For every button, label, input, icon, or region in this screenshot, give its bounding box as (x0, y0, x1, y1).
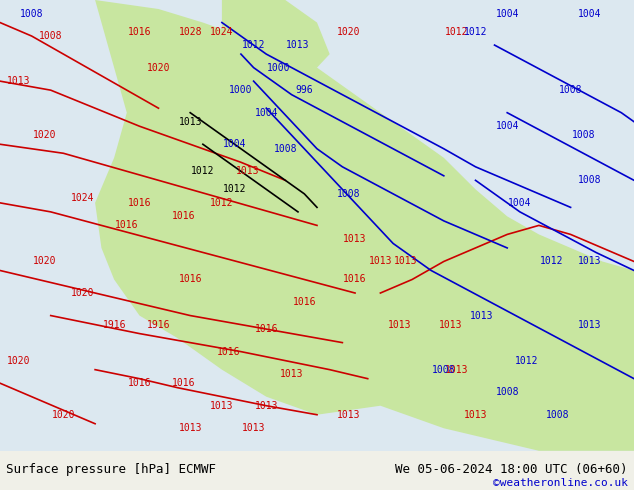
Text: 1013: 1013 (286, 40, 310, 50)
Text: 1013: 1013 (178, 117, 202, 127)
Text: 1016: 1016 (178, 274, 202, 285)
Text: 1012: 1012 (463, 26, 488, 37)
Text: 1020: 1020 (32, 256, 56, 267)
Text: 1013: 1013 (444, 365, 469, 375)
Text: 1013: 1013 (235, 166, 259, 176)
Text: 1016: 1016 (172, 378, 196, 388)
Text: 1916: 1916 (146, 319, 171, 330)
Text: 1013: 1013 (463, 410, 488, 420)
Text: 1012: 1012 (223, 184, 247, 195)
Text: 1016: 1016 (292, 297, 316, 307)
Text: 1013: 1013 (343, 234, 367, 244)
Text: 1916: 1916 (102, 319, 126, 330)
Text: 1004: 1004 (508, 198, 532, 208)
Text: 1020: 1020 (337, 26, 361, 37)
Text: 1012: 1012 (191, 166, 215, 176)
Text: 1012: 1012 (242, 40, 266, 50)
Polygon shape (127, 81, 171, 126)
Text: 1013: 1013 (470, 311, 494, 320)
Text: 1016: 1016 (254, 324, 278, 334)
Text: 1016: 1016 (172, 211, 196, 221)
Text: 1013: 1013 (337, 410, 361, 420)
Text: 1016: 1016 (216, 346, 240, 357)
Text: 1020: 1020 (146, 63, 171, 73)
Text: 1013: 1013 (387, 319, 411, 330)
Text: 1013: 1013 (210, 401, 234, 411)
Text: 1008: 1008 (546, 410, 570, 420)
Text: 996: 996 (295, 85, 313, 95)
Text: Surface pressure [hPa] ECMWF: Surface pressure [hPa] ECMWF (6, 463, 216, 476)
Text: 1008: 1008 (559, 85, 583, 95)
Text: 1020: 1020 (32, 130, 56, 140)
Text: 1004: 1004 (578, 8, 602, 19)
Text: ©weatheronline.co.uk: ©weatheronline.co.uk (493, 478, 628, 488)
Text: 1000: 1000 (267, 63, 291, 73)
Text: 1008: 1008 (571, 130, 595, 140)
Text: 1013: 1013 (394, 256, 418, 267)
Text: 1028: 1028 (178, 26, 202, 37)
Text: 1013: 1013 (578, 319, 602, 330)
Text: 1008: 1008 (432, 365, 456, 375)
Text: 1016: 1016 (115, 220, 139, 230)
Text: 1000: 1000 (229, 85, 253, 95)
Text: 1008: 1008 (578, 175, 602, 185)
Text: 1012: 1012 (540, 256, 564, 267)
Text: 1024: 1024 (70, 194, 94, 203)
Text: 1013: 1013 (178, 423, 202, 433)
Text: 1016: 1016 (127, 26, 152, 37)
Text: 1020: 1020 (7, 356, 31, 366)
Text: 1004: 1004 (223, 139, 247, 149)
Text: 1020: 1020 (51, 410, 75, 420)
Text: 1008: 1008 (495, 387, 519, 397)
Text: 1016: 1016 (127, 378, 152, 388)
Text: 1004: 1004 (495, 121, 519, 131)
Text: 1008: 1008 (337, 189, 361, 199)
Text: 1004: 1004 (254, 108, 278, 118)
Text: 1012: 1012 (210, 198, 234, 208)
Text: 1012: 1012 (444, 26, 469, 37)
Text: 1008: 1008 (273, 144, 297, 154)
Text: 1013: 1013 (7, 76, 31, 86)
Text: 1013: 1013 (242, 423, 266, 433)
Text: 1013: 1013 (578, 256, 602, 267)
Text: 1020: 1020 (70, 288, 94, 298)
Text: 1008: 1008 (20, 8, 44, 19)
Text: 1013: 1013 (438, 319, 462, 330)
Text: 1013: 1013 (280, 369, 304, 379)
Text: 1013: 1013 (254, 401, 278, 411)
Text: 1016: 1016 (343, 274, 367, 285)
Text: 1016: 1016 (127, 198, 152, 208)
Text: 1004: 1004 (495, 8, 519, 19)
Text: 1024: 1024 (210, 26, 234, 37)
Text: We 05-06-2024 18:00 UTC (06+60): We 05-06-2024 18:00 UTC (06+60) (395, 463, 628, 476)
Polygon shape (222, 0, 330, 81)
Polygon shape (95, 0, 634, 451)
Text: 1008: 1008 (39, 31, 63, 41)
Text: 1013: 1013 (368, 256, 392, 267)
Text: 1012: 1012 (514, 356, 538, 366)
